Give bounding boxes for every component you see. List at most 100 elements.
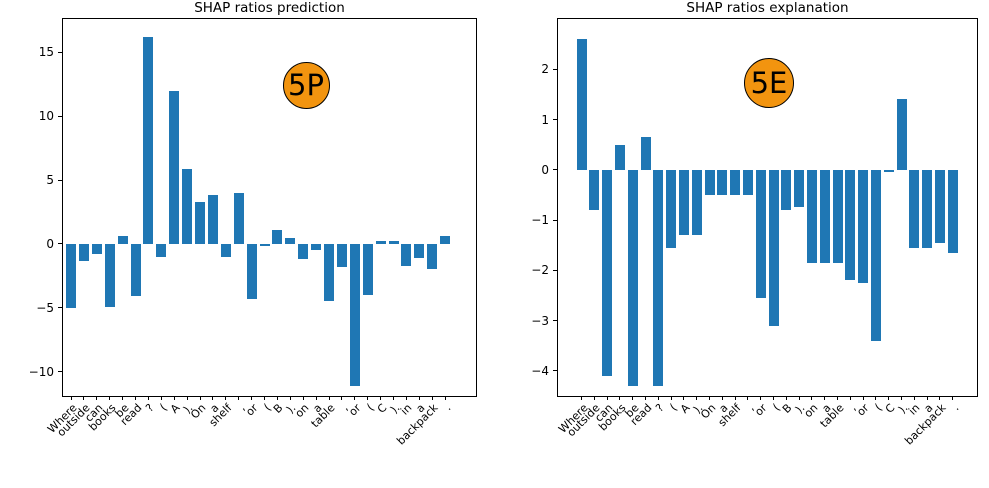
x-tick-mark	[670, 396, 672, 400]
bar	[259, 243, 270, 246]
bar	[388, 240, 399, 244]
y-tick-mark	[58, 51, 62, 53]
x-tick-mark	[405, 396, 407, 400]
x-tick-mark	[862, 396, 864, 400]
y-tick-label: 0	[541, 162, 549, 177]
y-tick-mark	[553, 269, 557, 271]
bar	[336, 243, 347, 267]
x-tick-mark	[913, 396, 915, 400]
bar	[666, 169, 677, 248]
x-tick-mark	[135, 396, 136, 400]
y-tick-mark	[58, 115, 62, 117]
chart-shap-prediction: SHAP ratios prediction 5P 15 10 5 0 −5 −10 Whe…	[29, 1, 477, 447]
bar	[819, 169, 830, 263]
y-tick-mark	[553, 68, 557, 70]
x-tick-mark	[122, 396, 124, 400]
y-tick-mark	[553, 219, 557, 221]
bar	[678, 169, 689, 236]
figure-canvas: { "figure": { "background": "#ffffff" },…	[28, 0, 978, 448]
x-tick-mark	[264, 396, 265, 400]
bar	[883, 169, 894, 173]
bar	[440, 236, 451, 244]
x-tick-mark	[696, 396, 698, 400]
bar	[427, 243, 438, 269]
bar	[589, 169, 600, 210]
bar	[375, 240, 386, 244]
x-tick-mark	[186, 396, 188, 400]
x-tick-mark	[276, 396, 278, 400]
bar	[909, 169, 920, 248]
x-tick-mark	[785, 396, 787, 400]
bar	[156, 243, 167, 257]
x-tick-mark	[709, 396, 710, 400]
bar	[117, 235, 128, 244]
x-tick-mark	[418, 396, 420, 400]
bar	[806, 169, 817, 263]
x-tick-mark	[606, 396, 608, 400]
bar	[794, 169, 805, 208]
bar	[272, 229, 283, 244]
bar	[66, 243, 76, 308]
bar	[627, 169, 638, 386]
x-tick-mark	[952, 396, 954, 400]
x-tick-mark	[632, 396, 634, 400]
y-tick-mark	[58, 307, 62, 309]
y-tick-mark	[553, 320, 557, 322]
bar	[922, 169, 933, 248]
x-tick-mark	[901, 396, 902, 400]
bar	[947, 169, 958, 253]
plot-area-explanation: 5E 2 1 0 −1 −2 −3 −4 Where outside can books be read…	[531, 18, 978, 447]
x-tick-mark	[70, 396, 72, 400]
bar	[246, 243, 257, 299]
bar	[182, 168, 193, 244]
bar	[845, 169, 856, 281]
bar	[602, 169, 613, 376]
bar	[311, 243, 322, 251]
x-tick-mark	[721, 396, 723, 400]
x-tick-mark	[747, 396, 749, 400]
bar	[781, 169, 792, 210]
bar	[143, 36, 154, 244]
x-tick-mark	[83, 396, 85, 400]
bar	[832, 169, 843, 263]
badge-5p: 5P	[282, 61, 330, 109]
bar	[640, 137, 651, 170]
chart-title-explanation: SHAP ratios explanation	[686, 0, 849, 16]
bar	[207, 195, 218, 244]
x-tick-mark	[354, 396, 356, 400]
y-tick-label: −10	[28, 364, 54, 379]
y-tick-label: −2	[531, 263, 549, 278]
y-tick-label: 5	[46, 173, 54, 188]
y-tick-label: 0	[46, 236, 54, 251]
x-tick-mark	[431, 396, 433, 400]
y-tick-mark	[553, 119, 557, 121]
x-tick-mark	[341, 396, 343, 400]
x-tick-mark	[147, 396, 149, 400]
bar	[233, 192, 244, 244]
x-tick-mark	[683, 396, 685, 400]
x-tick-mark	[315, 396, 317, 400]
y-tick-mark	[58, 179, 62, 181]
bar	[401, 243, 412, 266]
bar	[858, 169, 869, 283]
x-tick-mark	[773, 396, 774, 400]
y-tick-mark	[553, 370, 557, 372]
bar	[934, 169, 945, 243]
bar	[653, 169, 664, 386]
x-tick-mark	[380, 396, 382, 400]
bar	[324, 243, 334, 302]
x-tick-mark	[393, 396, 394, 400]
x-tick-mark	[837, 396, 838, 400]
x-tick-mark	[619, 396, 621, 400]
x-tick-mark	[798, 396, 800, 400]
x-tick-mark	[824, 396, 826, 400]
bar	[362, 243, 373, 296]
bar	[298, 243, 309, 260]
x-tick-mark	[173, 396, 175, 400]
y-tick-label: 10	[38, 109, 54, 124]
x-tick-mark	[811, 396, 813, 400]
bar	[896, 99, 907, 170]
bar	[870, 169, 881, 341]
bar	[285, 237, 296, 244]
x-tick-mark	[581, 396, 582, 400]
